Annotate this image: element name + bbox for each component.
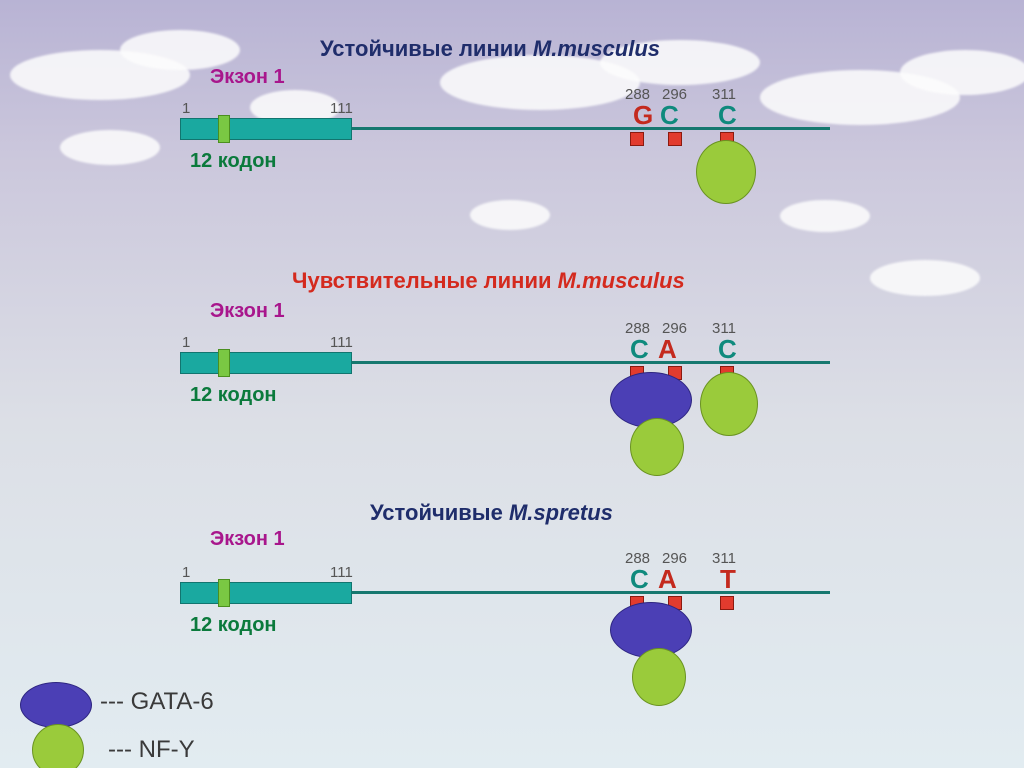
track-1-exon-label: Экзон 1 [210,300,285,323]
track-1-title: Чувствительные линии M.musculus [292,268,685,294]
track-1-seq-1: A [658,334,677,365]
cloud-10 [870,260,980,296]
diagram-stage: Устойчивые линии M.musculusЭкзон 1111112… [0,0,1024,768]
track-1-exon-bar [180,352,352,374]
track-1-end: 111 [330,334,353,351]
track-1-codon-mark [218,349,230,377]
track-2-seq-0: C [630,564,649,595]
track-0-seq-1: C [660,100,679,131]
track-0-nfy-0 [696,140,756,204]
cloud-6 [900,50,1024,95]
track-0-exon-label: Экзон 1 [210,66,285,89]
track-1-seq-0: C [630,334,649,365]
track-0-redbox-0 [630,132,644,146]
track-2-exon-bar [180,582,352,604]
track-0-start: 1 [182,100,190,117]
legend-nfy-icon [32,724,84,768]
cloud-1 [120,30,240,70]
track-2-title: Устойчивые M.spretus [370,500,613,526]
track-0-redbox-1 [668,132,682,146]
cloud-8 [470,200,550,230]
track-0-seq-2: C [718,100,737,131]
legend-gata-label: --- GATA-6 [100,688,214,716]
track-0-end: 111 [330,100,353,117]
track-2-redbox-2 [720,596,734,610]
track-1-nfy-2 [700,372,758,436]
track-1-start: 1 [182,334,190,351]
legend-nfy-label: --- NF-Y [108,736,195,764]
track-2-seq-2: T [720,564,736,595]
track-1-codon-label: 12 кодон [190,384,277,407]
track-0-codon-mark [218,115,230,143]
cloud-9 [780,200,870,232]
legend-gata-icon [20,682,92,728]
track-2-end: 111 [330,564,353,581]
track-2-start: 1 [182,564,190,581]
track-2-nfy-1 [632,648,686,706]
cloud-7 [60,130,160,165]
track-0-codon-label: 12 кодон [190,150,277,173]
track-2-codon-mark [218,579,230,607]
track-2-exon-label: Экзон 1 [210,528,285,551]
track-1-nfy-1 [630,418,684,476]
track-0-title: Устойчивые линии M.musculus [320,36,660,62]
track-1-seq-2: C [718,334,737,365]
track-0-exon-bar [180,118,352,140]
track-2-codon-label: 12 кодон [190,614,277,637]
track-0-seq-0: G [633,100,653,131]
track-2-seq-1: A [658,564,677,595]
